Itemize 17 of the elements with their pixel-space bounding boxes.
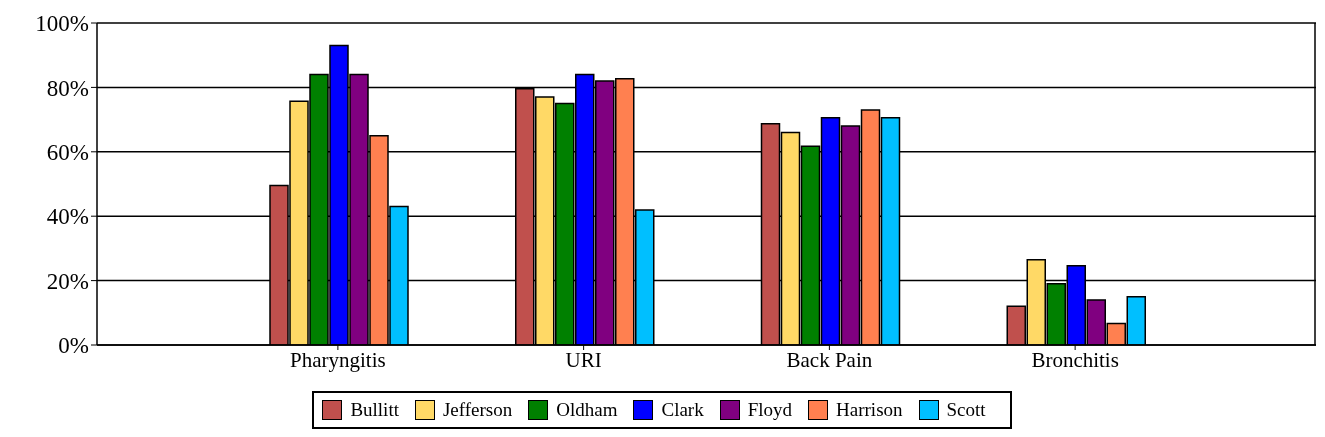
legend-label: Scott (946, 399, 986, 421)
legend-label: Floyd (747, 399, 793, 421)
x-tick-label: Pharyngitis (290, 347, 386, 372)
legend-label: Jefferson (442, 399, 513, 421)
y-tick-label: 20% (46, 268, 89, 294)
x-tick-label: Bronchitis (1031, 347, 1119, 372)
legend-label: Bullitt (350, 399, 399, 421)
y-tick-label: 60% (46, 139, 89, 165)
x-tick-label: URI (565, 347, 602, 372)
y-tick-label: 100% (35, 11, 89, 37)
y-tick-label: 40% (46, 204, 89, 230)
y-tick-label: 80% (46, 75, 89, 101)
legend-label: Clark (661, 399, 704, 421)
x-tick-label: Back Pain (786, 347, 873, 372)
legend-label: Harrison (836, 399, 903, 421)
y-tick-label: 0% (58, 333, 89, 359)
legend-label: Oldham (556, 399, 618, 421)
